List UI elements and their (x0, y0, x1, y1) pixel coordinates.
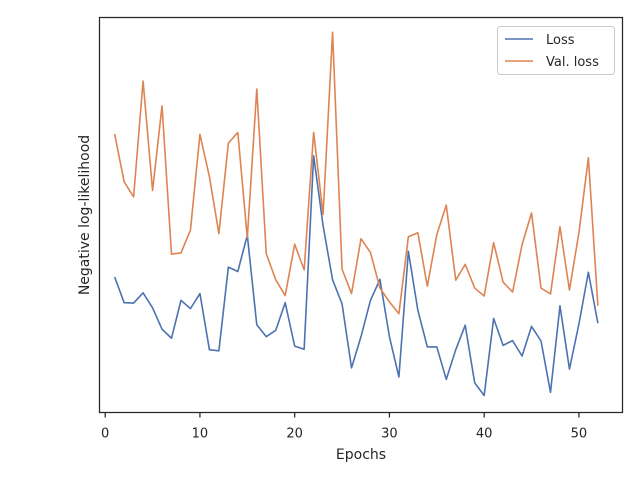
plot-frame (98, 16, 624, 414)
series-line-val-loss (113, 31, 599, 315)
plot-area (99, 17, 623, 413)
series-layer (113, 31, 599, 397)
x-axis-ticks: 0 10 20 30 40 50 (101, 412, 588, 442)
x-tick-label: 40 (476, 427, 493, 442)
x-tick-label: 50 (571, 427, 588, 442)
y-axis-label: Negative log-likelihood (77, 135, 93, 295)
x-tick-label: 20 (286, 427, 303, 442)
legend-label-loss: Loss (546, 33, 575, 48)
x-axis-label: Epochs (336, 447, 386, 463)
legend-label-val-loss: Val. loss (546, 55, 599, 70)
legend: Loss Val. loss (497, 26, 615, 75)
series-line-loss (113, 154, 599, 397)
x-tick-label: 30 (381, 427, 398, 442)
x-tick-label: 0 (101, 427, 109, 442)
x-tick-label: 10 (192, 427, 209, 442)
